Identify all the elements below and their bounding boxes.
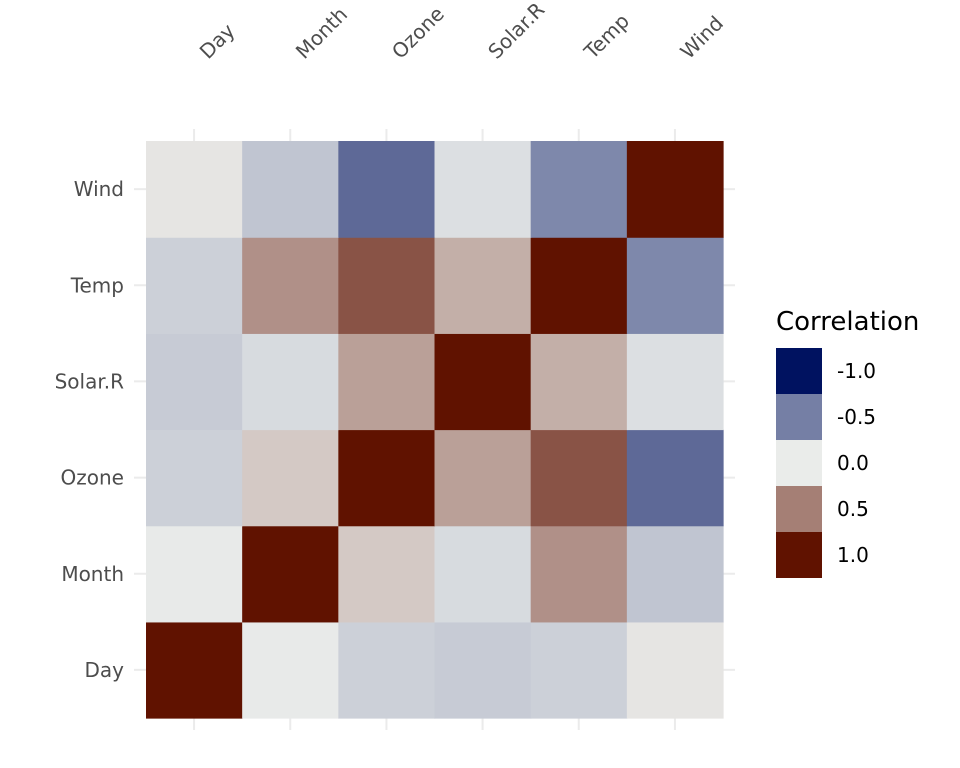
heatmap-tile <box>146 429 243 527</box>
heatmap-tile <box>146 141 243 238</box>
y-axis-ticks: Day Month Ozone Solar.R Temp Wind <box>55 177 125 682</box>
legend-swatch <box>776 394 822 440</box>
x-tick-label: Day <box>195 19 240 64</box>
heatmap-tile <box>530 429 628 527</box>
y-tick-label: Day <box>85 658 125 682</box>
heatmap-tile <box>338 333 436 431</box>
legend-label: 0.0 <box>837 451 869 475</box>
heatmap-tile <box>530 237 628 334</box>
legend-title: Correlation <box>776 307 919 337</box>
heatmap-tile <box>626 141 724 238</box>
heatmap-tile <box>338 237 436 334</box>
y-tick-label: Temp <box>70 273 124 297</box>
y-tick-label: Month <box>61 562 124 586</box>
heatmap-tile <box>146 237 243 334</box>
legend-label: -1.0 <box>837 359 876 383</box>
legend-label: 1.0 <box>837 543 869 567</box>
heatmap-tile <box>434 237 532 334</box>
heatmap-tile <box>626 525 724 623</box>
legend-swatch <box>776 486 822 532</box>
heatmap-tile <box>434 333 532 431</box>
heatmap-tile <box>626 237 724 334</box>
legend-swatch <box>776 532 822 578</box>
heatmap-tile <box>338 141 436 238</box>
heatmap-tiles <box>146 141 724 719</box>
heatmap-tile <box>146 525 243 623</box>
heatmap-tile <box>626 621 724 719</box>
heatmap-tile <box>530 525 628 623</box>
heatmap-tile <box>146 333 243 431</box>
legend-label: -0.5 <box>837 405 876 429</box>
x-tick-label: Wind <box>675 11 728 64</box>
heatmap-tile <box>338 429 436 527</box>
heatmap-tile <box>242 333 339 431</box>
heatmap-tile <box>530 621 628 719</box>
heatmap-tile <box>242 525 339 623</box>
x-axis-ticks: Day Month Ozone Solar.R Temp Wind <box>195 0 728 64</box>
legend-swatch <box>776 440 822 486</box>
y-tick-label: Solar.R <box>55 369 124 393</box>
y-tick-label: Ozone <box>61 466 124 490</box>
y-tick-label: Wind <box>74 177 124 201</box>
heatmap-tile <box>434 525 532 623</box>
heatmap-tile <box>242 429 339 527</box>
x-tick-label: Solar.R <box>483 0 549 64</box>
heatmap-tile <box>530 141 628 238</box>
heatmap-tile <box>626 429 724 527</box>
heatmap-tile <box>338 621 436 719</box>
legend: Correlation -1.0 -0.5 0.0 0.5 1.0 <box>776 307 919 578</box>
heatmap-tile <box>242 141 339 238</box>
x-tick-label: Temp <box>579 9 634 64</box>
legend-swatch <box>776 348 822 394</box>
heatmap-tile <box>434 429 532 527</box>
x-tick-label: Ozone <box>387 2 449 64</box>
heatmap-tile <box>146 621 243 719</box>
heatmap-tile <box>530 333 628 431</box>
heatmap-tile <box>626 333 724 431</box>
heatmap-tile <box>338 525 436 623</box>
legend-label: 0.5 <box>837 497 869 521</box>
x-tick-label: Month <box>291 2 352 63</box>
heatmap-tile <box>434 141 532 238</box>
heatmap-tile <box>434 621 532 719</box>
heatmap-tile <box>242 621 339 719</box>
heatmap-tile <box>242 237 339 334</box>
